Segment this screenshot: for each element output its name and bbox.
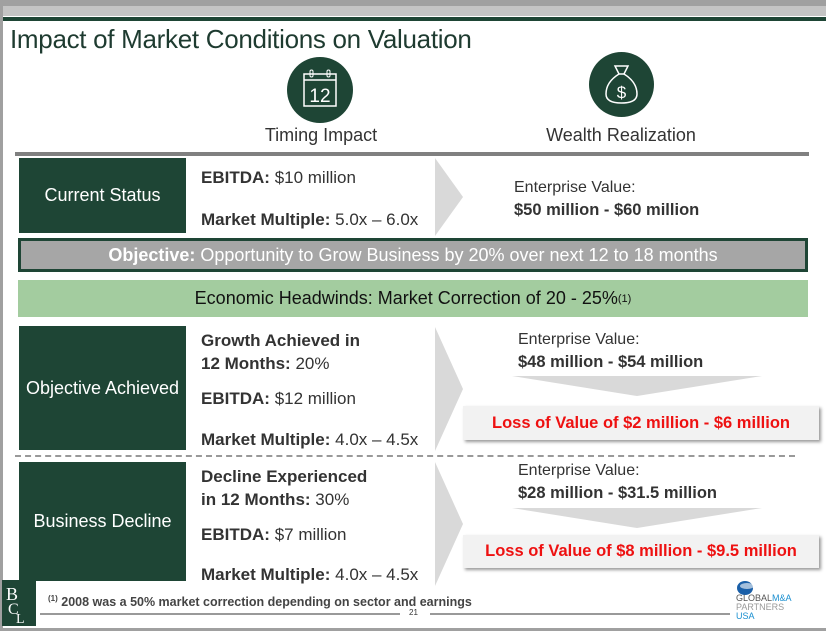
svg-text:12: 12 (309, 86, 330, 107)
top-band (3, 6, 826, 16)
logo-text: M&A (772, 593, 792, 603)
down-arrow-icon (512, 376, 762, 396)
objective-label: Objective: (108, 244, 196, 265)
footnote-mark: (1) (48, 594, 58, 603)
current-status-box: Current Status (19, 158, 186, 233)
decline-ebitda: EBITDA: $7 million (201, 525, 347, 545)
ev-value: $48 million - $54 million (518, 353, 704, 371)
current-ev: Enterprise Value: $50 million - $60 milli… (514, 177, 699, 222)
svg-text:$: $ (617, 83, 627, 102)
header-rule (15, 152, 809, 156)
current-multiple: Market Multiple: 5.0x – 6.0x (201, 210, 418, 230)
achieved-ev: Enterprise Value: $48 million - $54 milli… (518, 329, 703, 374)
globe-icon (737, 581, 754, 595)
footnote: (1) 2008 was a 50% market correction dep… (48, 594, 472, 609)
growth-label: 12 Months: (201, 354, 291, 373)
ev-label: Enterprise Value: (518, 462, 640, 479)
business-decline-box: Business Decline (19, 462, 186, 581)
chevron-right-icon (435, 462, 463, 586)
objective-text: Opportunity to Grow Business by 20% over… (200, 244, 718, 265)
chevron-right-icon (435, 158, 463, 236)
decline-loss-box: Loss of Value of $8 million - $9.5 milli… (463, 535, 819, 568)
ev-value: $50 million - $60 million (514, 201, 700, 219)
wealth-realization-label: Wealth Realization (546, 125, 696, 145)
title-divider (3, 17, 826, 21)
footnote-ref: (1) (617, 292, 632, 305)
down-arrow-icon (512, 508, 762, 528)
achieved-multiple: Market Multiple: 4.0x – 4.5x (201, 430, 418, 450)
achieved-loss-box: Loss of Value of $2 million - $6 million (463, 406, 819, 440)
growth-label: Growth Achieved in (201, 331, 361, 350)
decline-label: in 12 Months: (201, 490, 311, 509)
headwinds-banner: Economic Headwinds: Market Correction of… (18, 280, 808, 317)
footnote-text: 2008 was a 50% market correction dependi… (61, 595, 472, 610)
ebitda-label: EBITDA: (201, 389, 270, 408)
logo-text: PARTNERS (736, 602, 785, 612)
svg-text:L: L (16, 612, 25, 626)
ev-value: $28 million - $31.5 million (518, 484, 717, 502)
current-ebitda: EBITDA: $10 million (201, 168, 356, 188)
ev-label: Enterprise Value: (518, 331, 640, 348)
logo-text: USA (736, 611, 755, 621)
achieved-ebitda: EBITDA: $12 million (201, 389, 356, 409)
decline-multiple: Market Multiple: 4.0x – 4.5x (201, 565, 418, 585)
multiple-label: Market Multiple: (201, 430, 331, 449)
achieved-growth: Growth Achieved in 12 Months: 20% (201, 329, 360, 375)
footer-line (40, 613, 400, 615)
calendar-icon: 12 (287, 57, 353, 123)
multiple-value: 4.0x – 4.5x (335, 430, 419, 449)
multiple-value: 5.0x – 6.0x (335, 210, 419, 229)
logo-text: GLOBAL (736, 593, 773, 603)
decline-value: 30% (315, 490, 350, 509)
timing-impact-label: Timing Impact (264, 125, 378, 145)
decline-ev: Enterprise Value: $28 million - $31.5 mil… (518, 460, 717, 505)
page-title: Impact of Market Conditions on Valuation (10, 24, 472, 54)
ebitda-value: $10 million (274, 168, 356, 187)
footer-line (430, 613, 730, 615)
global-ma-logo: GLOBALM&A PARTNERS USA (736, 580, 826, 626)
svg-text:C: C (8, 601, 19, 618)
page-number: 21 (409, 608, 418, 617)
chevron-right-icon (435, 327, 463, 451)
growth-value: 20% (295, 354, 330, 373)
multiple-label: Market Multiple: (201, 565, 331, 584)
money-bag-icon: $ (589, 52, 654, 117)
ebitda-label: EBITDA: (201, 168, 270, 187)
ebitda-label: EBITDA: (201, 525, 270, 544)
decline-label: Decline Experienced (201, 467, 368, 486)
multiple-label: Market Multiple: (201, 210, 331, 229)
ev-label: Enterprise Value: (514, 179, 636, 196)
multiple-value: 4.0x – 4.5x (335, 565, 419, 584)
svg-text:B: B (6, 584, 18, 604)
headwinds-text: Economic Headwinds: Market Correction of… (194, 288, 618, 308)
ebitda-value: $12 million (274, 389, 356, 408)
decline-amount: Decline Experienced in 12 Months: 30% (201, 465, 367, 511)
section-divider (15, 455, 795, 457)
objective-banner: Objective: Opportunity to Grow Business … (18, 238, 808, 272)
ebitda-value: $7 million (274, 525, 347, 544)
objective-achieved-box: Objective Achieved (19, 326, 186, 450)
